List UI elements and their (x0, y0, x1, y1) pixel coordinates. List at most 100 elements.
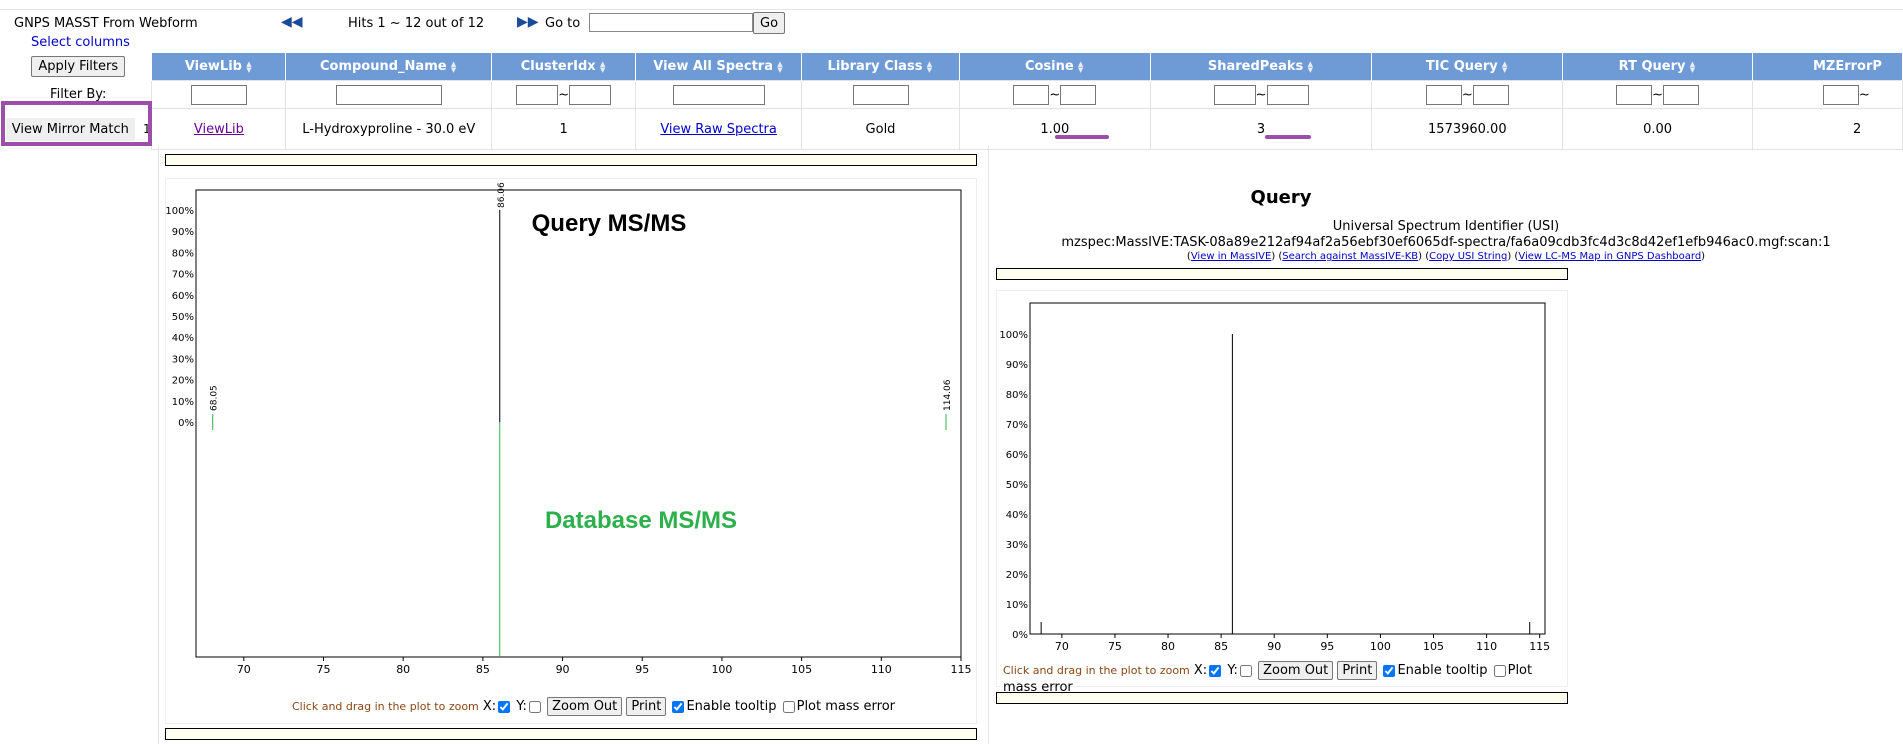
query-plot[interactable]: 100% 90% 80% 70% 60% 50% 40% 30% 20% 10% 0% 70 75 80 8… (997, 291, 1567, 653)
col-header-compound-name[interactable]: Compound_Name ▲ ▼ (285, 53, 493, 81)
filter-input-viewlib[interactable] (190, 84, 247, 105)
mirror-plot[interactable]: 100% 90% 80% 70% 60% 50% 40% 30% 20% 10% 0% 70 75 80 8… (166, 179, 976, 689)
sort-icon[interactable]: ▲ ▼ (1502, 59, 1508, 74)
y-tick-label: 50% (172, 312, 194, 323)
viewlib-link[interactable]: ViewLib (193, 121, 244, 137)
cell-cosine: 1.00 (958, 108, 1151, 150)
usi-string: mzspec:MassIVE:TASK-08a89e212af94af2a56e… (1061, 235, 1831, 250)
hits-count: Hits 1 ~ 12 out of 12 (348, 16, 485, 31)
view-mirror-match-button[interactable]: View Mirror Match (5, 117, 135, 141)
goto-input[interactable] (589, 13, 753, 32)
x-tick-label: 70 (1055, 640, 1069, 653)
y-tick-label: 70% (1006, 420, 1028, 431)
plot-mass-error-checkbox[interactable] (782, 700, 795, 713)
enable-tooltip-label: Enable tooltip (1397, 663, 1488, 678)
filter-input-mzerror-min[interactable] (1822, 84, 1859, 105)
filter-cell: ~ (1562, 80, 1753, 109)
col-header-library-class[interactable]: Library Class ▲ ▼ (801, 53, 960, 81)
cell-shared-peaks: 3 (1149, 108, 1373, 150)
zoom-out-button[interactable]: Zoom Out (547, 697, 623, 716)
cell-compound: L-Hydroxyproline - 30.0 eV (285, 108, 493, 150)
x-tick-label: 80 (396, 663, 410, 676)
y-zoom-checkbox[interactable] (528, 700, 541, 713)
apply-filters-button[interactable]: Apply Filters (31, 56, 126, 78)
view-raw-spectra-link[interactable]: View Raw Spectra (660, 121, 777, 137)
y-tick-label: 60% (172, 291, 194, 302)
print-button[interactable]: Print (626, 697, 667, 716)
shared-peaks-underline (1265, 135, 1311, 139)
last-page-icon[interactable]: ▶▶ (517, 14, 539, 30)
cell-cluster: 1 (491, 108, 637, 150)
col-header-rt-query[interactable]: RT Query ▲ ▼ (1562, 53, 1753, 81)
copy-usi-link[interactable]: Copy USI String (1429, 251, 1508, 262)
x-label: X: (482, 699, 497, 714)
filter-input-cluster-min[interactable] (516, 84, 559, 105)
sort-icon[interactable]: ▲ ▼ (246, 59, 252, 74)
select-columns-link[interactable]: Select columns (31, 35, 130, 50)
x-tick-label: 85 (1214, 640, 1228, 653)
filter-input-tic-max[interactable] (1472, 84, 1509, 105)
plot-frame (195, 189, 962, 658)
sort-icon[interactable]: ▲ ▼ (777, 59, 783, 74)
y-tick-label: 30% (172, 354, 194, 365)
x-tick-label: 115 (951, 663, 972, 676)
plot-mass-error-checkbox[interactable] (1493, 664, 1506, 677)
filter-by-label: Filter By: (50, 87, 107, 102)
filter-input-tic-min[interactable] (1425, 84, 1462, 105)
col-header-viewlib[interactable]: ViewLib ▲ ▼ (151, 53, 287, 81)
query-spacer-bottom (996, 692, 1568, 704)
apply-filters-cell: Apply Filters (5, 53, 153, 81)
filter-input-peaks-max[interactable] (1266, 84, 1309, 105)
x-zoom-checkbox[interactable] (1209, 664, 1222, 677)
filter-input-cluster-max[interactable] (569, 84, 612, 105)
sort-icon[interactable]: ▲ ▼ (450, 59, 457, 74)
col-header-view-all-spectra[interactable]: View All Spectra ▲ ▼ (635, 53, 803, 81)
x-tick-label: 105 (1423, 640, 1444, 653)
column-divider (158, 146, 159, 744)
sort-icon[interactable]: ▲ ▼ (926, 59, 933, 74)
table-row: View Mirror Match 1 ViewLib L-Hydroxypro… (5, 108, 1903, 150)
col-header-clusteridx[interactable]: ClusterIdx ▲ ▼ (491, 53, 637, 81)
zoom-out-button[interactable]: Zoom Out (1258, 661, 1334, 680)
col-header-mzerror[interactable]: MZErrorP (1752, 53, 1903, 81)
col-header-cosine[interactable]: Cosine ▲ ▼ (959, 53, 1151, 81)
y-zoom-checkbox[interactable] (1239, 664, 1252, 677)
filter-cell: ~ (1751, 80, 1903, 109)
col-header-tic-query[interactable]: TIC Query ▲ ▼ (1371, 53, 1564, 81)
cell-library-class: Gold (801, 108, 960, 150)
row-number: 1 (143, 121, 151, 136)
sort-icon[interactable]: ▲ ▼ (1307, 59, 1313, 74)
filter-input-rt-max[interactable] (1663, 84, 1700, 105)
sort-icon[interactable]: ▲ ▼ (1077, 59, 1084, 74)
search-massive-kb-link[interactable]: Search against MassIVE-KB (1282, 251, 1419, 262)
cell-rt: 0.00 (1562, 108, 1753, 150)
first-page-icon[interactable]: ◀◀ (281, 14, 303, 30)
y-tick-label: 60% (1006, 450, 1028, 461)
filter-input-spectra[interactable] (672, 84, 765, 105)
col-header-sharedpeaks[interactable]: SharedPeaks ▲ ▼ (1150, 53, 1373, 81)
top-divider (0, 9, 1903, 10)
filter-row: Filter By: ~ ~ ~ ~ ~ ~ (5, 80, 1903, 109)
y-tick-label: 0% (1012, 630, 1028, 641)
enable-tooltip-checkbox[interactable] (1383, 664, 1396, 677)
sort-icon[interactable]: ▲ ▼ (1689, 59, 1696, 74)
x-tick-label: 110 (871, 663, 892, 676)
go-button[interactable]: Go (753, 12, 786, 34)
filter-input-cosine-min[interactable] (1013, 84, 1050, 105)
sort-icon[interactable]: ▲ ▼ (599, 59, 606, 74)
plot-mass-error-label: Plot mass error (796, 699, 896, 714)
filter-input-class[interactable] (852, 84, 909, 105)
y-label: Y: (516, 699, 527, 714)
enable-tooltip-checkbox[interactable] (672, 700, 685, 713)
filter-input-cosine-max[interactable] (1060, 84, 1097, 105)
x-zoom-checkbox[interactable] (498, 700, 511, 713)
x-tick-label: 100 (711, 663, 732, 676)
mirror-controls: Click and drag in the plot to zoom X: Y:… (292, 697, 972, 716)
filter-input-peaks-min[interactable] (1213, 84, 1256, 105)
x-tick-label: 110 (1476, 640, 1497, 653)
filter-input-rt-min[interactable] (1616, 84, 1653, 105)
filter-input-compound[interactable] (335, 84, 442, 105)
view-lcms-map-link[interactable]: View LC-MS Map in GNPS Dashboard (1518, 251, 1702, 262)
view-in-massive-link[interactable]: View in MassIVE (1190, 251, 1272, 262)
print-button[interactable]: Print (1337, 661, 1378, 680)
